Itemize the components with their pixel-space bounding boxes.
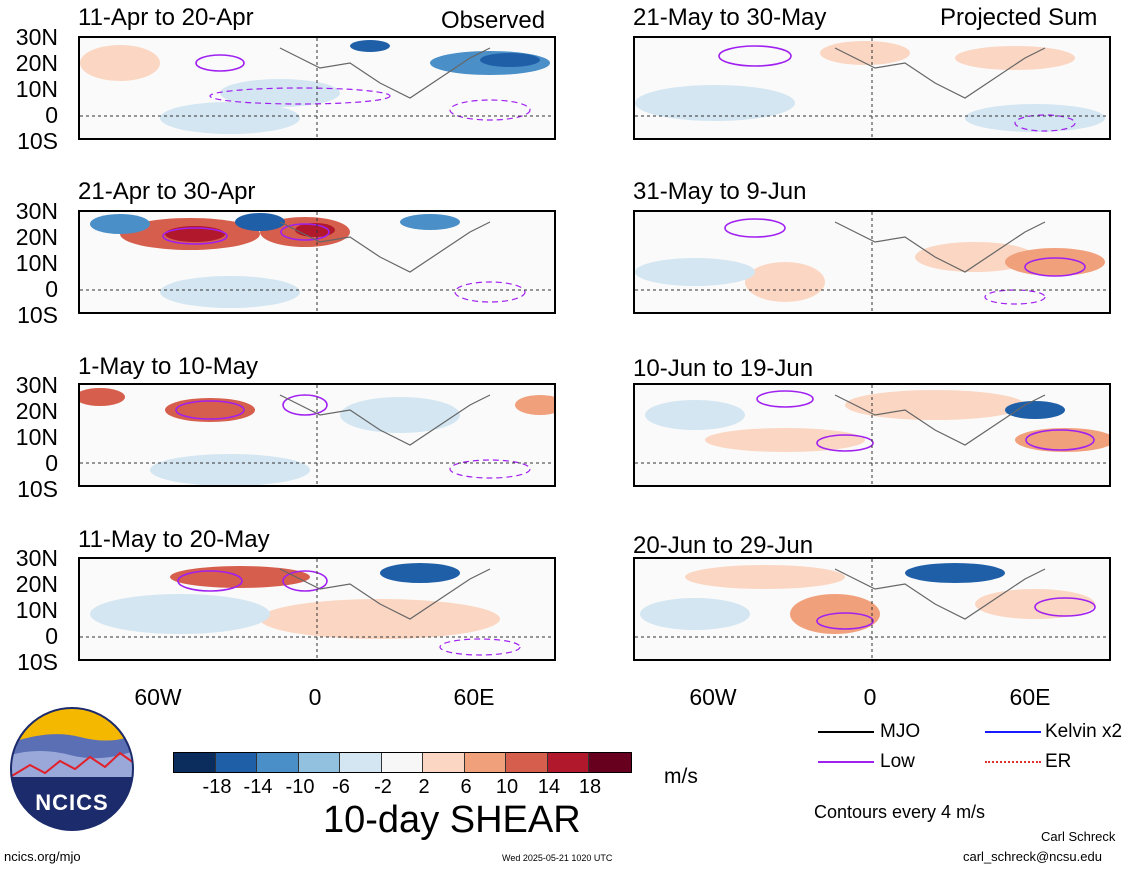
lat-tick: 0 xyxy=(45,276,58,302)
colorbar-tick: -14 xyxy=(243,776,273,798)
projected-label: Projected Sum xyxy=(940,4,1098,31)
observed-label: Observed xyxy=(441,7,546,34)
lat-tick: 0 xyxy=(45,623,58,649)
lat-tick: 10N xyxy=(15,76,58,102)
panel-title: 21-Apr to 30-Apr xyxy=(78,178,256,205)
map-panel-left-2 xyxy=(78,210,556,314)
legend-er-line xyxy=(985,761,1041,763)
colorbar-swatch xyxy=(340,753,382,772)
lon-tick: 60W xyxy=(689,684,737,710)
lat-tick: 10N xyxy=(15,250,58,276)
colorbar-tick: -6 xyxy=(332,776,350,798)
panel-title: 11-Apr to 20-Apr xyxy=(78,4,254,31)
panel-title: 11-May to 20-May xyxy=(78,526,270,553)
lat-tick: 20N xyxy=(15,398,58,424)
legend-mjo-line xyxy=(818,731,874,733)
legend-er-label: ER xyxy=(1045,751,1072,772)
legend-low-label: Low xyxy=(880,751,915,772)
contour-note: Contours every 4 m/s xyxy=(814,802,986,822)
panel-title: 20-Jun to 29-Jun xyxy=(633,532,814,559)
colorbar-swatch xyxy=(464,753,506,772)
legend-mjo-label: MJO xyxy=(880,721,921,742)
colorbar-swatch xyxy=(547,753,589,772)
legend-kelvin-line xyxy=(985,731,1041,733)
lat-tick: 20N xyxy=(15,50,58,76)
lat-tick: 10S xyxy=(17,128,58,154)
footer-email: carl_schreck@ncsu.edu xyxy=(963,849,1102,864)
colorbar-swatch xyxy=(589,753,631,772)
map-panel-right-4 xyxy=(633,557,1111,661)
lon-tick: 0 xyxy=(863,684,877,710)
map-panel-left-4 xyxy=(78,557,556,661)
legend-kelvin-label: Kelvin x2 xyxy=(1045,721,1123,742)
colorbar-swatch xyxy=(298,753,340,772)
panel-title: 21-May to 30-May xyxy=(633,4,827,31)
logo-text: NCICS xyxy=(35,790,109,815)
lat-tick: 0 xyxy=(45,102,58,128)
lat-tick: 10S xyxy=(17,649,58,675)
colorbar-tick: 2 xyxy=(418,776,430,798)
colorbar-tick: 10 xyxy=(495,776,519,798)
colorbar xyxy=(173,752,632,773)
map-panel-right-3 xyxy=(633,383,1111,487)
colorbar-swatch xyxy=(381,753,423,772)
legend-low-line xyxy=(818,761,874,763)
lon-tick: 60W xyxy=(134,684,182,710)
map-panel-right-2 xyxy=(633,210,1111,314)
lat-tick: 0 xyxy=(45,450,58,476)
colorbar-tick: -2 xyxy=(374,776,392,798)
colorbar-swatch xyxy=(423,753,465,772)
footer-url: ncics.org/mjo xyxy=(4,849,81,864)
map-panel-left-3 xyxy=(78,383,556,487)
lon-tick: 60E xyxy=(1009,684,1051,710)
lat-tick: 30N xyxy=(15,198,58,224)
lat-tick: 30N xyxy=(15,545,58,571)
colorbar-swatch xyxy=(174,753,216,772)
map-panel-left-1 xyxy=(78,36,556,140)
panel-title: 1-May to 10-May xyxy=(78,353,259,380)
lat-tick: 10S xyxy=(17,302,58,328)
lon-tick: 0 xyxy=(308,684,322,710)
lat-tick: 30N xyxy=(15,372,58,398)
lon-tick: 60E xyxy=(453,684,495,710)
colorbar-tick: 6 xyxy=(460,776,472,798)
panel-title: 10-Jun to 19-Jun xyxy=(633,355,814,382)
lat-tick: 20N xyxy=(15,571,58,597)
colorbar-swatch xyxy=(257,753,299,772)
colorbar-tick: 18 xyxy=(578,776,602,798)
colorbar-swatch xyxy=(506,753,548,772)
figure-title: 10-day SHEAR xyxy=(323,799,581,841)
colorbar-units: m/s xyxy=(664,765,698,788)
colorbar-tick: -10 xyxy=(285,776,315,798)
lat-tick: 10N xyxy=(15,424,58,450)
lat-tick: 30N xyxy=(15,24,58,50)
lat-tick: 10N xyxy=(15,597,58,623)
ncics-logo: NCICS xyxy=(10,707,134,831)
lat-tick: 10S xyxy=(17,476,58,502)
footer-author: Carl Schreck xyxy=(1041,829,1116,844)
colorbar-swatch xyxy=(215,753,257,772)
colorbar-tick: 14 xyxy=(537,776,561,798)
footer-timestamp: Wed 2025-05-21 1020 UTC xyxy=(502,853,613,863)
lat-tick: 20N xyxy=(15,224,58,250)
colorbar-tick: -18 xyxy=(202,776,232,798)
map-panel-right-1 xyxy=(633,36,1111,140)
panel-title: 31-May to 9-Jun xyxy=(633,178,807,205)
